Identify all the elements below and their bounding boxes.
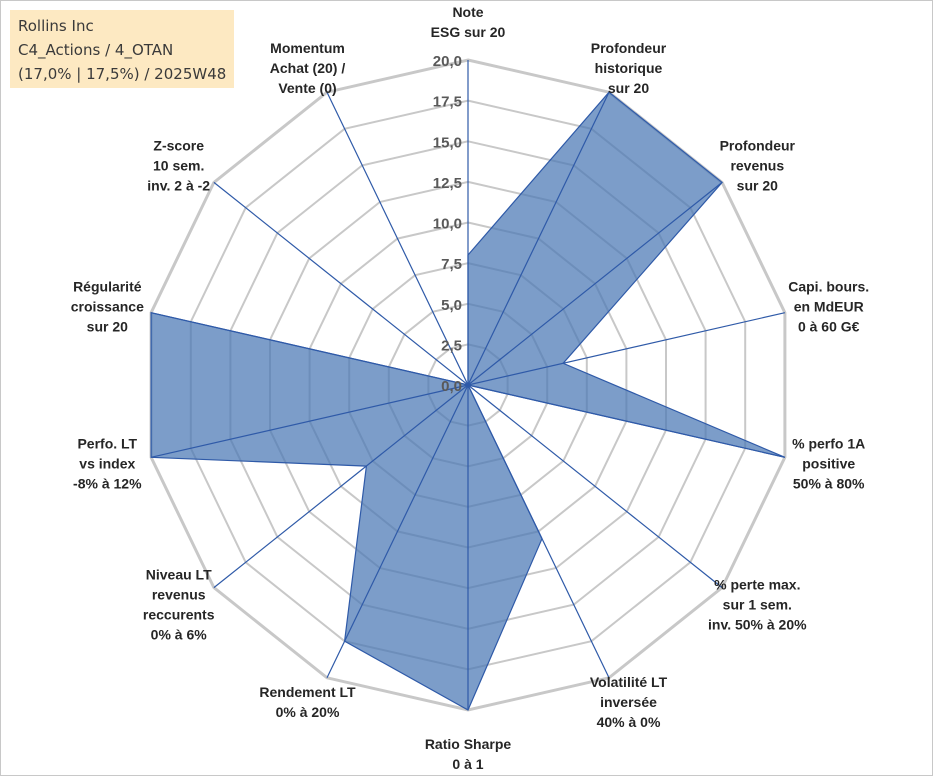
portfolio-name: C4_Actions / 4_OTAN xyxy=(18,41,174,59)
axis-label-line: -8% à 12% xyxy=(73,475,142,491)
axis-label-line: historique xyxy=(595,60,663,76)
axis-label-line: inv. 2 à -2 xyxy=(147,178,210,194)
axis-label-line: croissance xyxy=(71,299,144,315)
axis-label: Z-score 10 sem. inv. 2 à -2 xyxy=(147,138,210,194)
axis-label-line: Niveau LT xyxy=(146,567,212,583)
spoke xyxy=(467,384,610,679)
axis-label-line: sur 20 xyxy=(87,319,128,335)
axis-label-line: 0 à 1 xyxy=(452,756,483,772)
tick-label: 15,0 xyxy=(433,134,462,151)
axis-label-line: 40% à 0% xyxy=(597,714,661,730)
spoke xyxy=(326,91,469,386)
title-box: Rollins Inc C4_Actions / 4_OTAN (17,0% |… xyxy=(10,10,234,88)
axis-label-line: Volatilité LT xyxy=(590,674,668,690)
axis-label: Ratio Sharpe 0 à 1 xyxy=(425,736,512,772)
axis-label-line: sur 1 sem. xyxy=(723,597,792,613)
axis-label-line: Vente (0) xyxy=(278,80,336,96)
company-name: Rollins Inc xyxy=(18,17,94,35)
spoke xyxy=(326,384,469,679)
axis-label-line: 50% à 80% xyxy=(793,475,865,491)
axis-label-line: sur 20 xyxy=(737,178,778,194)
tick-label: 12,5 xyxy=(433,175,462,192)
axis-label-line: Z-score xyxy=(153,138,204,154)
axis-label-line: revenus xyxy=(152,587,206,603)
axis-label-line: % perte max. xyxy=(714,577,800,593)
axis-label: Note ESG sur 20 xyxy=(431,4,506,40)
axis-label: Niveau LT revenus reccurents 0% à 6% xyxy=(143,567,215,643)
spoke xyxy=(467,384,723,589)
tick-label: 0,0 xyxy=(441,378,462,395)
tick-label: 2,5 xyxy=(441,337,462,354)
performance-week: (17,0% | 17,5%) / 2025W48 xyxy=(18,65,227,83)
axis-label-line: 0% à 20% xyxy=(276,704,340,720)
axis-label: Momentum Achat (20) / Vente (0) xyxy=(270,40,346,96)
spoke xyxy=(213,384,469,589)
axis-label: % perfo 1A positive 50% à 80% xyxy=(792,435,865,491)
axis-label: Profondeur historique sur 20 xyxy=(591,40,667,96)
axis-label-line: 0% à 6% xyxy=(151,627,208,643)
axis-label-line: % perfo 1A xyxy=(792,435,865,451)
tick-label: 10,0 xyxy=(433,216,462,233)
axis-label-line: revenus xyxy=(730,158,784,174)
axis-label-line: Achat (20) / xyxy=(270,60,346,76)
axis-label-line: Perfo. LT xyxy=(77,435,137,451)
spoke xyxy=(467,91,610,386)
spoke xyxy=(150,312,469,386)
axis-label-line: ESG sur 20 xyxy=(431,24,506,40)
tick-label: 7,5 xyxy=(441,256,462,273)
axis-label: Volatilité LT inversée 40% à 0% xyxy=(590,674,668,730)
tick-label: 17,5 xyxy=(433,94,462,111)
axis-label-line: Capi. bours. xyxy=(788,279,869,295)
axis-label-line: Note xyxy=(452,4,483,20)
spoke xyxy=(467,312,786,386)
axis-label-line: Momentum xyxy=(270,40,345,56)
spoke xyxy=(467,384,786,458)
axis-label-line: Profondeur xyxy=(720,138,796,154)
axis-label-line: reccurents xyxy=(143,607,215,623)
axis-label: Perfo. LT vs index -8% à 12% xyxy=(73,435,142,491)
spoke xyxy=(467,181,723,386)
axis-label-line: en MdEUR xyxy=(794,299,864,315)
axis-label-line: Rendement LT xyxy=(259,684,356,700)
tick-label: 20,0 xyxy=(433,53,462,70)
axis-label: Profondeur revenus sur 20 xyxy=(720,138,796,194)
axis-label: Capi. bours. en MdEUR 0 à 60 G€ xyxy=(788,279,869,335)
axis-label-line: inv. 50% à 20% xyxy=(708,617,807,633)
spoke xyxy=(150,384,469,458)
axis-label-line: sur 20 xyxy=(608,80,649,96)
axis-label-line: 10 sem. xyxy=(153,158,204,174)
axis-label-line: 0 à 60 G€ xyxy=(798,319,860,335)
axis-label-line: inversée xyxy=(600,694,657,710)
axis-label-line: Ratio Sharpe xyxy=(425,736,512,752)
tick-label: 5,0 xyxy=(441,297,462,314)
axis-label-line: positive xyxy=(802,455,855,471)
axis-label-line: Profondeur xyxy=(591,40,667,56)
spoke xyxy=(213,181,469,386)
axis-label: Régularité croissance sur 20 xyxy=(71,279,144,335)
axis-label-line: vs index xyxy=(79,455,135,471)
axis-label: Rendement LT 0% à 20% xyxy=(259,684,356,720)
axis-label-line: Régularité xyxy=(73,279,142,295)
axis-label: % perte max. sur 1 sem. inv. 50% à 20% xyxy=(708,577,807,633)
